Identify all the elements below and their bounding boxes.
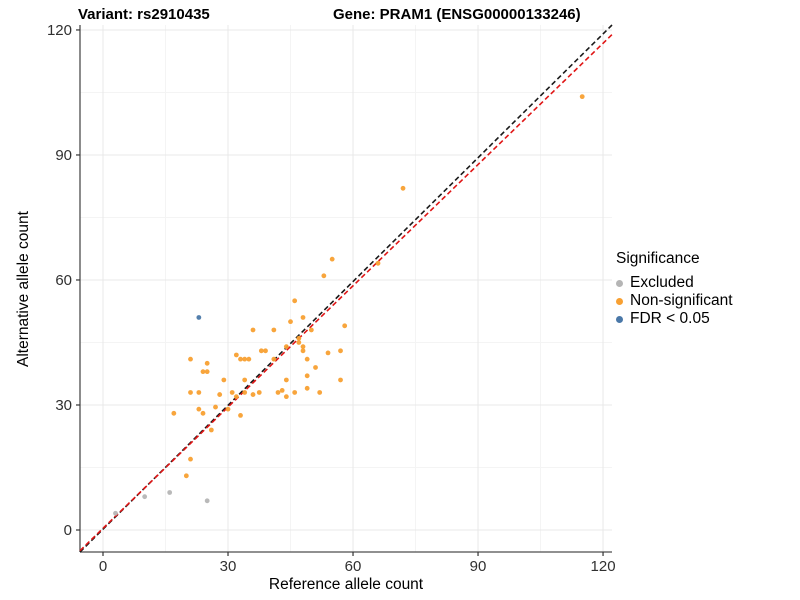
data-point-non-significant: [283, 394, 289, 400]
data-point-non-significant: [221, 377, 227, 383]
data-point-non-significant: [250, 327, 256, 333]
gene-title: Gene: PRAM1 (ENSG00000133246): [333, 6, 581, 23]
data-point-excluded: [204, 498, 210, 504]
x-tick-label: 120: [591, 558, 616, 575]
data-point-non-significant: [196, 390, 202, 395]
data-point-non-significant: [200, 410, 206, 416]
y-tick-label: 0: [64, 522, 72, 539]
data-point-non-significant: [342, 323, 348, 329]
data-point-non-significant: [246, 356, 252, 362]
variant-title: Variant: rs2910435: [78, 6, 210, 23]
data-point-non-significant: [304, 385, 310, 391]
data-point-non-significant: [338, 377, 343, 383]
x-tick-label: 0: [99, 558, 107, 575]
y-tick-label: 30: [55, 397, 72, 414]
data-point-non-significant: [250, 392, 256, 397]
data-point-non-significant: [304, 373, 310, 379]
data-point-excluded: [167, 490, 173, 495]
data-point-non-significant: [225, 406, 231, 412]
data-point-non-significant: [288, 319, 293, 325]
data-point-non-significant: [321, 273, 327, 279]
legend-item-label: Excluded: [630, 274, 694, 291]
legend-item-label: FDR < 0.05: [630, 310, 710, 327]
data-point-non-significant: [300, 348, 306, 354]
data-point-non-significant: [296, 340, 302, 345]
data-point-non-significant: [283, 377, 289, 383]
data-point-fdr-0-05: [196, 315, 202, 320]
data-point-non-significant: [204, 369, 210, 375]
data-point-non-significant: [300, 344, 306, 350]
y-tick-label: 90: [55, 147, 72, 164]
data-point-non-significant: [400, 185, 406, 191]
data-point-non-significant: [271, 356, 277, 362]
data-point-non-significant: [217, 392, 223, 397]
data-point-non-significant: [200, 369, 206, 375]
significance-legend: Significance Excluded Non-significant FD…: [616, 250, 796, 328]
fit-line: [79, 34, 613, 552]
data-point-non-significant: [338, 348, 343, 354]
data-point-non-significant: [279, 388, 285, 393]
excluded-dot-icon: [616, 279, 623, 287]
data-point-non-significant: [183, 473, 189, 479]
data-point-non-significant: [283, 344, 289, 350]
y-tick-label: 60: [55, 272, 72, 289]
data-point-non-significant: [188, 390, 193, 395]
data-point-non-significant: [304, 356, 310, 362]
data-point-non-significant: [292, 390, 298, 395]
data-point-non-significant: [258, 348, 264, 354]
data-point-non-significant: [275, 390, 281, 395]
data-point-non-significant: [208, 427, 214, 433]
data-point-non-significant: [204, 360, 210, 366]
identity-line: [79, 24, 613, 553]
data-point-non-significant: [242, 356, 248, 362]
data-point-non-significant: [317, 390, 323, 395]
y-tick-label: 120: [47, 22, 72, 39]
non-significant-dot-icon: [616, 297, 623, 305]
data-point-non-significant: [329, 256, 335, 262]
data-point-non-significant: [375, 260, 381, 266]
data-point-non-significant: [271, 327, 277, 333]
legend-item-excluded: Excluded: [616, 274, 796, 292]
data-point-non-significant: [313, 365, 318, 370]
x-tick-label: 90: [470, 558, 487, 575]
data-point-non-significant: [188, 356, 193, 362]
data-point-non-significant: [579, 94, 585, 100]
data-point-non-significant: [296, 335, 302, 341]
data-point-excluded: [142, 494, 148, 500]
data-point-non-significant: [188, 456, 193, 462]
legend-item-non-significant: Non-significant: [616, 292, 796, 310]
data-point-non-significant: [213, 404, 218, 410]
data-point-non-significant: [233, 394, 239, 400]
data-point-non-significant: [292, 298, 298, 304]
data-point-non-significant: [242, 377, 248, 383]
legend-item-label: Non-significant: [630, 292, 733, 309]
x-tick-label: 60: [345, 558, 362, 575]
data-point-non-significant: [229, 390, 235, 395]
x-tick-label: 30: [220, 558, 237, 575]
data-point-non-significant: [233, 352, 239, 358]
data-point-non-significant: [238, 356, 243, 362]
data-point-non-significant: [300, 315, 306, 320]
data-point-non-significant: [263, 348, 268, 354]
fdr-dot-icon: [616, 315, 623, 323]
data-point-non-significant: [238, 413, 243, 418]
data-point-non-significant: [242, 390, 248, 395]
data-point-non-significant: [256, 390, 262, 395]
data-point-excluded: [113, 510, 118, 516]
x-axis-title: Reference allele count: [268, 576, 424, 593]
y-axis-title: Alternative allele count: [15, 211, 32, 367]
data-point-non-significant: [325, 350, 331, 356]
legend-item-fdr: FDR < 0.05: [616, 310, 796, 328]
data-point-non-significant: [308, 327, 314, 333]
data-point-non-significant: [196, 406, 202, 412]
legend-title: Significance: [616, 250, 700, 267]
data-point-non-significant: [171, 410, 177, 416]
